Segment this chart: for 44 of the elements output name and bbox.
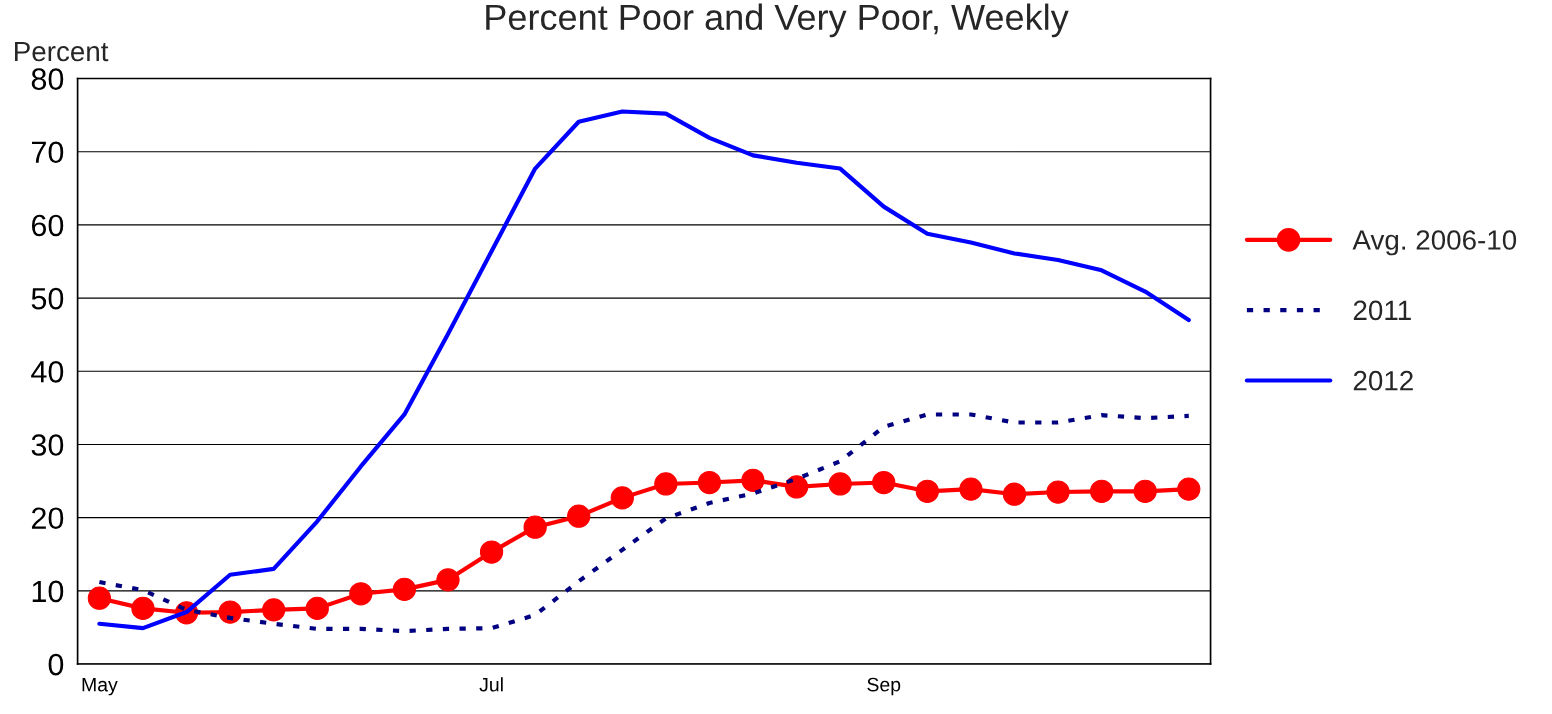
point [567, 504, 591, 528]
point [1133, 479, 1157, 503]
y-tick-label: 40 [31, 361, 64, 383]
point [523, 515, 547, 539]
line-series [97, 412, 1191, 634]
y-tick-label: 50 [31, 287, 64, 310]
point [1177, 477, 1201, 501]
legend-label: 2011 [1353, 300, 1411, 321]
legend-label: 2012 [1353, 370, 1413, 391]
y-tick-label: 10 [32, 580, 64, 603]
point [131, 596, 155, 621]
y-tick-label: 30 [31, 434, 64, 456]
y-tick-label: 80 [31, 68, 64, 90]
point [1089, 479, 1114, 503]
y-tick-label: 60 [31, 214, 64, 237]
point [741, 468, 765, 492]
point [872, 470, 896, 495]
point [349, 582, 373, 606]
x-tick-label: Sep [867, 677, 901, 696]
point [87, 586, 112, 610]
point [697, 470, 722, 495]
point [479, 540, 504, 564]
x-tick-label: Jul [479, 677, 503, 692]
point [262, 598, 286, 622]
chart-title: Percent Poor and Very Poor, Weekly [486, 3, 1069, 38]
point [915, 479, 939, 503]
point [1002, 482, 1027, 506]
x-tick-label: May [82, 677, 118, 696]
y-axis-title: Percent [15, 41, 109, 62]
point [305, 596, 329, 621]
point [784, 475, 809, 499]
y-tick-label: 0 [48, 653, 64, 676]
y-tick-label: 70 [31, 141, 64, 164]
point [959, 477, 983, 501]
point [654, 472, 678, 496]
point [828, 472, 852, 496]
y-tick-label: 20 [31, 507, 64, 530]
line-series [97, 109, 1191, 631]
legend-label: Avg. 2006-10 [1352, 230, 1517, 256]
point [436, 568, 460, 592]
point [392, 577, 417, 601]
point [1046, 480, 1070, 504]
point [610, 486, 634, 510]
point [218, 600, 242, 624]
